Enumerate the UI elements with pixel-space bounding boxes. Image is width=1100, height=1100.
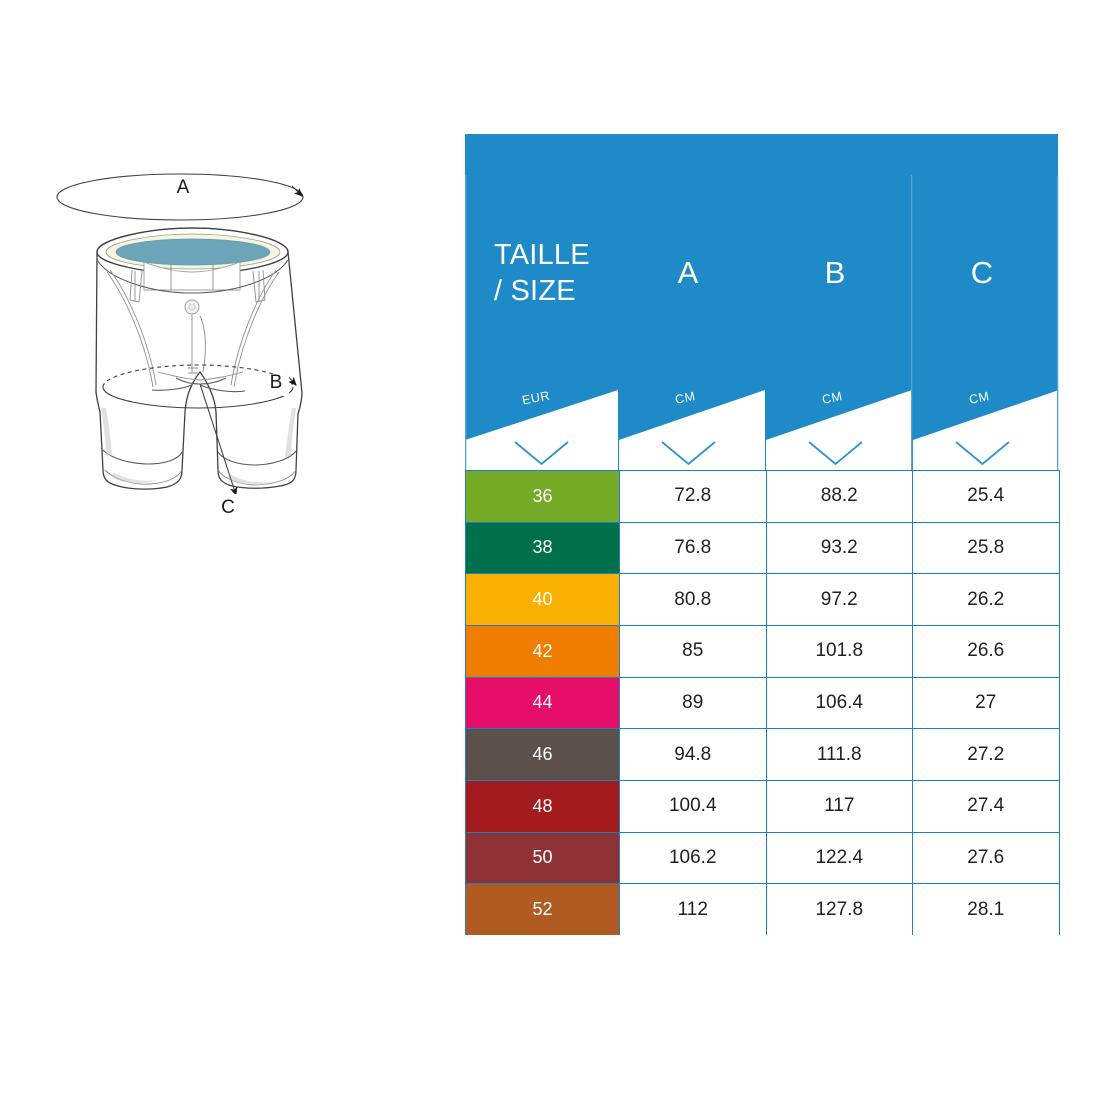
chart-header: TAILLE / SIZE A B C EUR CM CM CM [465, 175, 1060, 470]
table-row: 50 106.2 122.4 27.6 [466, 831, 1059, 884]
size-swatch-cell: 36 [466, 471, 619, 522]
label-a: A [177, 177, 190, 198]
measurement-cell-c: 27.6 [912, 832, 1059, 884]
measurement-cell-b: 111.8 [765, 729, 912, 780]
size-swatch-cell: 42 [466, 625, 619, 677]
header-background [465, 175, 1060, 470]
column-header-b: B [824, 255, 846, 290]
column-header-a: A [677, 255, 699, 290]
table-row: 46 94.8 111.8 27.2 [466, 728, 1059, 780]
measurement-cell-a: 89 [619, 677, 766, 729]
size-chart-table: TAILLE / SIZE A B C EUR CM CM CM 36 72.8 8… [465, 134, 1060, 935]
measurement-cell-a: 72.8 [619, 471, 766, 522]
measurement-cell-c: 27 [912, 677, 1059, 729]
size-swatch-cell: 48 [466, 780, 619, 832]
table-row: 48 100.4 117 27.4 [466, 779, 1059, 832]
measurement-cell-b: 88.2 [765, 471, 912, 522]
size-swatch-cell: 46 [466, 729, 619, 780]
measurement-cell-b: 106.4 [765, 677, 912, 729]
measurement-cell-b: 122.4 [765, 832, 912, 884]
measurement-cell-b: 101.8 [765, 625, 912, 677]
table-row: 36 72.8 88.2 25.4 [466, 470, 1059, 522]
measurement-cell-a: 94.8 [619, 729, 766, 780]
chart-title: TAILLE / SIZE [494, 239, 590, 307]
measurement-cell-a: 80.8 [619, 574, 766, 625]
chart-top-band [465, 134, 1058, 176]
size-swatch-cell: 52 [466, 884, 619, 935]
measurement-cell-b: 117 [765, 780, 912, 832]
table-row: 38 76.8 93.2 25.8 [466, 521, 1059, 574]
chevron-down-icon [807, 440, 864, 466]
size-rows: 36 72.8 88.2 25.4 38 76.8 93.2 25.8 40 80.8 97.2 26… [465, 470, 1060, 935]
measurement-cell-c: 26.6 [912, 625, 1059, 677]
measurement-cell-a: 100.4 [619, 780, 766, 832]
chevron-down-icon [660, 440, 717, 466]
label-c: C [221, 497, 235, 518]
size-swatch-cell: 44 [466, 677, 619, 729]
column-header-c: C [970, 255, 994, 290]
measurement-cell-c: 27.2 [912, 729, 1059, 780]
measurement-cell-b: 93.2 [765, 522, 912, 574]
measurement-cell-a: 106.2 [619, 832, 766, 884]
measurement-cell-b: 127.8 [765, 884, 912, 935]
measurement-cell-b: 97.2 [765, 574, 912, 625]
table-row: 44 89 106.4 27 [466, 676, 1059, 729]
measurement-cell-c: 27.4 [912, 780, 1059, 832]
measurement-cell-a: 76.8 [619, 522, 766, 574]
size-swatch-cell: 50 [466, 832, 619, 884]
measurement-cell-c: 28.1 [912, 884, 1059, 935]
chevron-down-icon [954, 440, 1011, 466]
measurement-cell-c: 25.4 [912, 471, 1059, 522]
measurement-cell-c: 25.8 [912, 522, 1059, 574]
table-row: 52 112 127.8 28.1 [466, 883, 1059, 935]
size-swatch-cell: 40 [466, 574, 619, 625]
table-row: 42 85 101.8 26.6 [466, 624, 1059, 677]
size-swatch-cell: 38 [466, 522, 619, 574]
chevron-down-icon [513, 440, 570, 466]
measurement-cell-a: 112 [619, 884, 766, 935]
measurement-cell-c: 26.2 [912, 574, 1059, 625]
table-row: 40 80.8 97.2 26.2 [466, 573, 1059, 625]
measurement-cell-a: 85 [619, 625, 766, 677]
shorts-illustration: .ln{fill:none;stroke:#58595b;stroke-widt… [40, 140, 420, 660]
label-b: B [270, 372, 283, 393]
